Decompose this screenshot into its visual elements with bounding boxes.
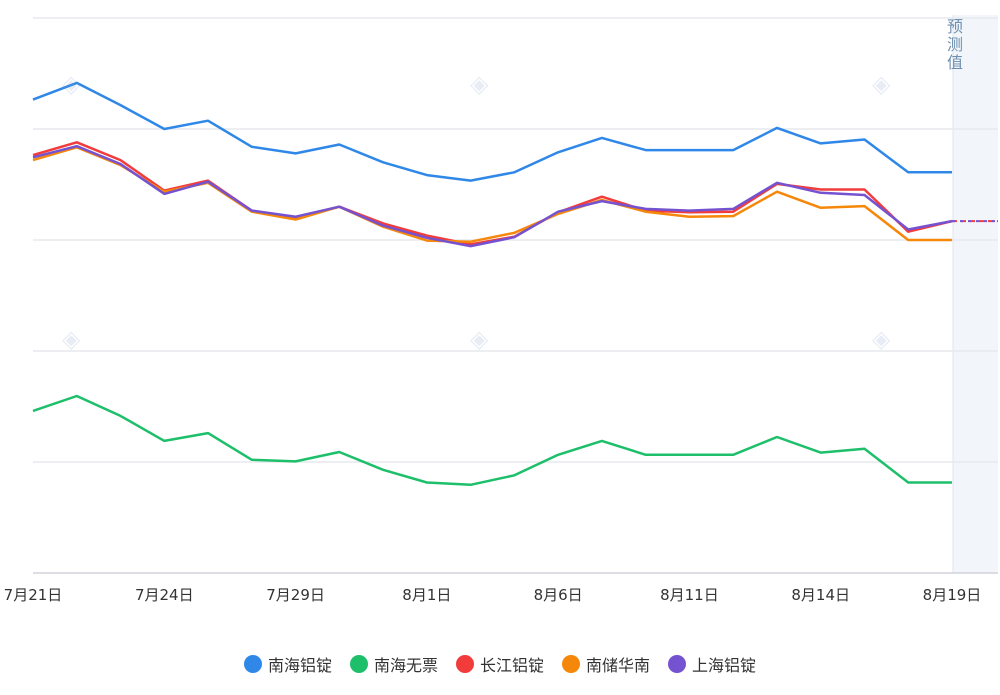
- legend-label: 南储华南: [586, 656, 651, 675]
- forecast-label-text: 预测值: [946, 17, 963, 72]
- legend-item[interactable]: 长江铝锭: [455, 652, 544, 676]
- x-tick-label: 8月11日: [660, 586, 719, 604]
- watermark-logo: ◈: [872, 325, 892, 353]
- legend-dot-icon: [243, 655, 262, 673]
- legend-label: 上海铝锭: [692, 656, 757, 675]
- series-line: [32, 144, 953, 248]
- legend-item[interactable]: 南海铝锭: [243, 652, 332, 676]
- series-line: [32, 146, 952, 243]
- series-lines: [32, 81, 953, 487]
- legend-item[interactable]: 南海无票: [349, 652, 438, 676]
- legend-label: 长江铝锭: [479, 656, 544, 675]
- watermark-logo: ◈: [470, 325, 490, 353]
- line-chart: 7月21日 7月24日 7月29日 8月1日 8月6日 8月11日 8月14日 8月19日: [4, 15, 998, 604]
- x-tick-label: 8月1日: [402, 586, 451, 604]
- series-line: [32, 394, 952, 487]
- x-tick-label: 7月24日: [135, 586, 194, 604]
- watermark-logo: ◈: [62, 325, 82, 353]
- legend-dot-icon: [455, 655, 474, 673]
- x-tick-label: 7月29日: [266, 586, 325, 604]
- x-tick-label: 8月14日: [791, 586, 850, 604]
- legend-label: 南海铝锭: [267, 656, 332, 675]
- legend: 南海铝锭 南海无票 长江铝锭 南储华南 上海铝锭: [0, 650, 1000, 678]
- legend-dot-icon: [562, 655, 580, 673]
- x-tick-label: 7月21日: [4, 586, 63, 604]
- x-tick-label: 8月19日: [923, 586, 982, 604]
- forecast-region: [953, 15, 998, 573]
- legend-label: 南海无票: [373, 656, 438, 675]
- legend-dot-icon: [349, 655, 368, 673]
- legend-item[interactable]: 南储华南: [562, 652, 650, 676]
- watermark-logo: ◈: [872, 70, 892, 98]
- x-axis-ticks: 7月21日 7月24日 7月29日 8月1日 8月6日 8月11日 8月14日 8月19日: [4, 586, 982, 604]
- legend-item[interactable]: 上海铝锭: [668, 652, 756, 676]
- forecast-label: 预测值: [944, 18, 966, 72]
- grid-lines: [33, 17, 998, 574]
- legend-dot-icon: [668, 655, 687, 673]
- watermark-logo: ◈: [470, 70, 490, 98]
- watermark-logo: ◈: [62, 70, 82, 98]
- series-line: [32, 81, 952, 182]
- x-tick-label: 8月6日: [534, 586, 583, 604]
